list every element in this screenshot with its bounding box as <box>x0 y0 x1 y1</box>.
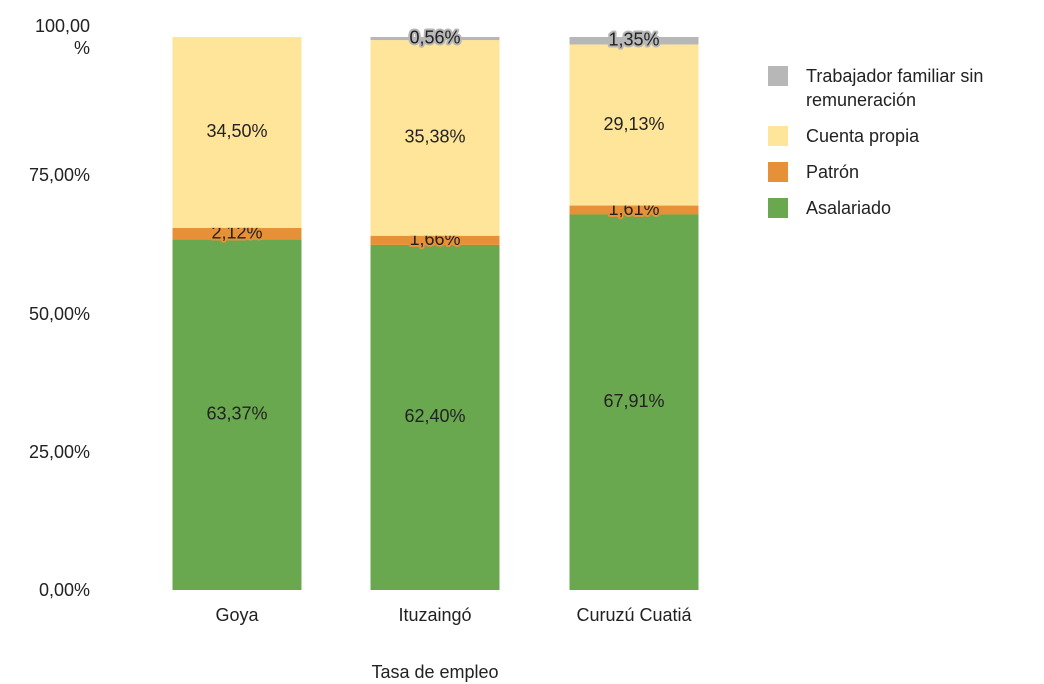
data-label: 35,38% <box>404 127 465 147</box>
bar-segment <box>172 37 302 228</box>
x-tick-label: Ituzaingó <box>398 605 471 625</box>
legend-label: Trabajador familiar sin remuneración <box>806 66 984 110</box>
x-tick-label: Curuzú Cuatiá <box>576 605 692 625</box>
y-tick-label: 25,00% <box>28 441 90 462</box>
bar-segment <box>569 205 699 215</box>
bar-segment <box>370 37 500 41</box>
legend-label: Patrón <box>806 162 860 182</box>
legend-item: Cuenta propia <box>768 124 1044 148</box>
bar-segment <box>569 44 699 206</box>
data-label: 62,40% <box>404 406 465 426</box>
legend-item: Trabajador familiar sin remuneración <box>768 64 1044 112</box>
data-label: 34,50% <box>206 121 267 141</box>
legend-swatch <box>768 162 788 182</box>
y-tick-label: 0,00% <box>38 580 90 600</box>
legend-label: Asalariado <box>806 198 892 218</box>
y-tick-label: 100,00 % <box>34 16 90 58</box>
y-tick-label: 75,00% <box>28 165 90 186</box>
data-label: 0,56% <box>409 27 460 47</box>
x-tick-label: Goya <box>215 605 259 625</box>
legend-swatch <box>768 126 788 146</box>
bar-segment <box>370 244 500 591</box>
bar-segment <box>569 214 699 590</box>
bar-segment <box>370 235 500 245</box>
legend-swatch <box>768 66 788 86</box>
bar-segment <box>370 40 500 236</box>
legend-swatch <box>768 198 788 218</box>
bar-segment <box>172 239 302 590</box>
legend: Trabajador familiar sin remuneración Cuen… <box>768 64 1044 232</box>
legend-item: Asalariado <box>768 196 1044 220</box>
data-label: 1,35% <box>608 29 659 49</box>
x-axis-label: Tasa de empleo <box>371 662 498 682</box>
legend-item: Patrón <box>768 160 1044 184</box>
legend-label: Cuenta propia <box>806 126 920 146</box>
bar-segment <box>172 227 302 240</box>
data-label: 67,91% <box>603 391 664 411</box>
data-label: 29,13% <box>603 114 664 134</box>
y-tick-label: 50,00% <box>28 303 90 324</box>
data-label: 63,37% <box>206 404 267 424</box>
bar-segment <box>569 37 699 45</box>
